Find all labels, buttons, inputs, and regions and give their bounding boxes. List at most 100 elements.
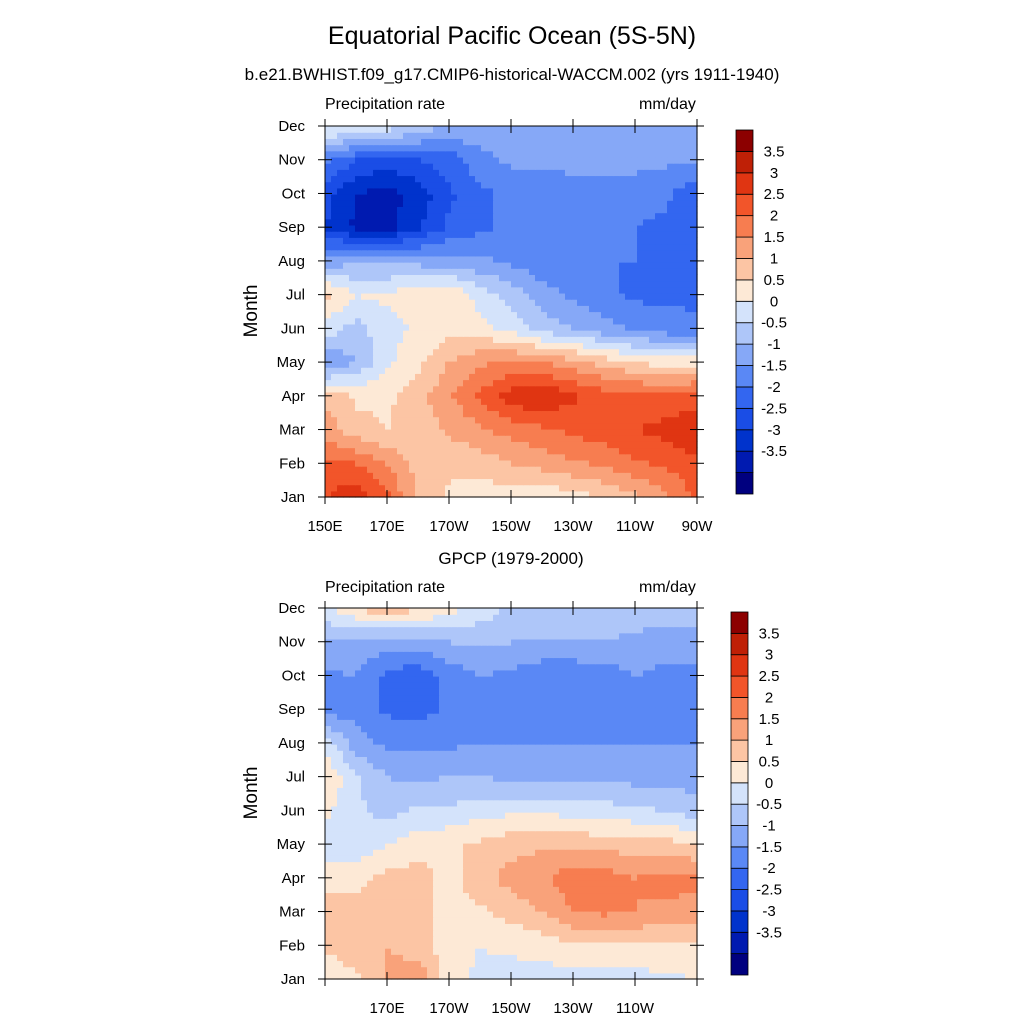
contour-cell — [463, 317, 470, 325]
contour-cell — [631, 126, 638, 133]
contour-cell — [403, 904, 410, 912]
contour-cell — [601, 954, 608, 962]
contour-cell — [409, 305, 416, 313]
contour-cell — [643, 311, 650, 319]
contour-cell — [577, 206, 584, 214]
contour-cell — [631, 398, 638, 405]
contour-cell — [607, 453, 614, 461]
contour-cell — [421, 268, 428, 275]
contour-cell — [595, 861, 602, 869]
contour-cell — [493, 966, 500, 974]
contour-cell — [403, 880, 410, 887]
contour-cell — [673, 336, 680, 344]
contour-cell — [493, 416, 500, 424]
contour-cell — [691, 317, 698, 325]
contour-cell — [337, 453, 344, 461]
contour-cell — [631, 200, 638, 207]
contour-cell — [481, 428, 488, 436]
contour-cell — [463, 255, 470, 263]
contour-cell — [505, 453, 512, 461]
contour-cell — [415, 428, 422, 436]
contour-cell — [451, 929, 458, 937]
contour-cell — [361, 966, 368, 974]
contour-cell — [373, 163, 380, 170]
contour-cell — [397, 410, 404, 418]
contour-cell — [349, 453, 356, 461]
contour-cell — [661, 880, 668, 887]
contour-cell — [619, 336, 626, 344]
colorbar-box — [735, 386, 754, 409]
contour-cell — [391, 237, 398, 245]
contour-cell — [541, 960, 548, 968]
contour-cell — [535, 280, 542, 288]
contour-cell — [343, 466, 350, 473]
contour-cell — [529, 379, 536, 387]
contour-cell — [469, 274, 476, 282]
contour-cell — [613, 391, 620, 399]
contour-cell — [547, 218, 554, 226]
contour-cell — [553, 472, 560, 480]
contour-cell — [595, 150, 602, 158]
contour-cell — [415, 867, 422, 875]
contour-cell — [415, 206, 422, 214]
contour-cell — [679, 917, 686, 924]
contour-cell — [565, 466, 572, 473]
contour-cell — [595, 416, 602, 424]
contour-cell — [511, 466, 518, 473]
contour-cell — [373, 935, 380, 943]
contour-cell — [409, 484, 416, 492]
contour-cell — [487, 453, 494, 461]
contour-cell — [583, 892, 590, 900]
contour-cell — [445, 237, 452, 245]
contour-cell — [361, 373, 368, 381]
contour-cell — [451, 886, 458, 894]
contour-cell — [631, 459, 638, 467]
contour-cell — [385, 373, 392, 381]
contour-cell — [637, 886, 644, 894]
contour-cell — [475, 348, 482, 356]
contour-cell — [481, 459, 488, 467]
contour-cell — [679, 923, 686, 931]
contour-cell — [673, 904, 680, 912]
contour-cell — [385, 150, 392, 158]
contour-cell — [409, 428, 416, 436]
contour-cell — [475, 286, 482, 294]
contour-cell — [685, 410, 692, 418]
contour-cell — [469, 404, 476, 412]
contour-cell — [415, 391, 422, 399]
contour-cell — [445, 929, 452, 937]
contour-cell — [469, 398, 476, 405]
contour-cell — [577, 472, 584, 480]
contour-cell — [673, 960, 680, 968]
contour-cell — [535, 169, 542, 177]
contour-cell — [655, 861, 662, 869]
contour-cell — [469, 181, 476, 189]
contour-cell — [643, 447, 650, 455]
contour-cell — [427, 181, 434, 189]
contour-cell — [445, 280, 452, 288]
contour-cell — [535, 404, 542, 412]
contour-cell — [451, 435, 458, 442]
contour-cell — [445, 156, 452, 164]
contour-cell — [337, 286, 344, 294]
contour-cell — [589, 231, 596, 238]
contour-cell — [499, 948, 506, 955]
contour-cell — [613, 867, 620, 875]
contour-cell — [331, 472, 338, 480]
contour-cell — [505, 163, 512, 170]
contour-cell — [523, 873, 530, 881]
contour-cell — [553, 317, 560, 325]
contour-cell — [331, 336, 338, 344]
contour-cell — [385, 910, 392, 918]
contour-cell — [559, 336, 566, 344]
contour-cell — [457, 262, 464, 269]
contour-cell — [415, 478, 422, 486]
contour-cell — [373, 317, 380, 325]
contour-cell — [475, 262, 482, 269]
month-tick-label: Nov — [278, 152, 305, 169]
contour-cell — [571, 132, 578, 139]
contour-cell — [361, 255, 368, 263]
contour-cell — [493, 898, 500, 906]
contour-cell — [517, 435, 524, 442]
contour-cell — [445, 453, 452, 461]
